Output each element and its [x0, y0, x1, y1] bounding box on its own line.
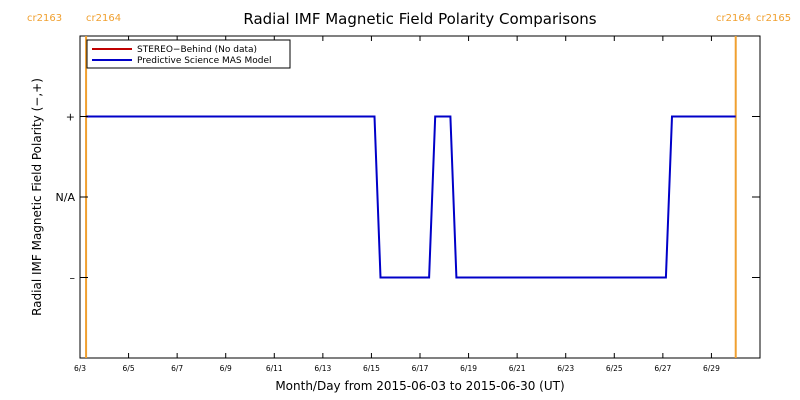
x-tick-label: 6/11 [266, 364, 283, 373]
carrington-rotation-labels: cr2163 cr2164 cr2164 cr2165 [27, 13, 791, 24]
x-tick-label: 6/15 [363, 364, 380, 373]
carrington-label-after: cr2164 [86, 13, 121, 24]
y-tick-label: N/A [56, 191, 76, 204]
carrington-label-before: cr2163 [27, 13, 62, 24]
x-tick-label: 6/27 [654, 364, 671, 373]
x-tick-label: 6/25 [606, 364, 623, 373]
carrington-label-before: cr2164 [716, 13, 751, 24]
y-tick-label: + [66, 111, 75, 124]
x-tick-label: 6/5 [123, 364, 135, 373]
x-tick-label: 6/23 [557, 364, 574, 373]
x-axis-ticks: 6/3 6/5 6/7 6/9 6/11 6/13 6/15 6/17 6/19 6/21 6/23… [74, 36, 720, 373]
legend-box [86, 39, 291, 69]
x-axis-label: Month/Day from 2015-06-03 to 2015-06-30 … [275, 379, 564, 393]
x-tick-label: 6/19 [460, 364, 477, 373]
series-lines [86, 115, 736, 279]
y-axis-label: Radial IMF Magnetic Field Polarity (−,+) [30, 78, 44, 316]
x-tick-label: 6/29 [703, 364, 720, 373]
x-tick-label: 6/17 [412, 364, 429, 373]
legend: STEREO−Behind (No data)Predictive Scienc… [86, 39, 291, 69]
x-tick-label: 6/7 [171, 364, 183, 373]
carrington-markers [85, 36, 737, 358]
legend-label: Predictive Science MAS Model [137, 56, 272, 66]
x-tick-label: 6/13 [314, 364, 331, 373]
y-tick-label: – [70, 272, 76, 285]
y-axis-ticks: + N/A – [56, 111, 760, 285]
chart-title: Radial IMF Magnetic Field Polarity Compa… [243, 10, 596, 28]
x-tick-label: 6/3 [74, 364, 86, 373]
series-line-1 [86, 115, 736, 279]
x-tick-label: 6/21 [509, 364, 526, 373]
legend-label: STEREO−Behind (No data) [137, 45, 257, 55]
carrington-label-after: cr2165 [756, 13, 791, 24]
x-tick-label: 6/9 [220, 364, 232, 373]
plot-frame [79, 35, 761, 359]
